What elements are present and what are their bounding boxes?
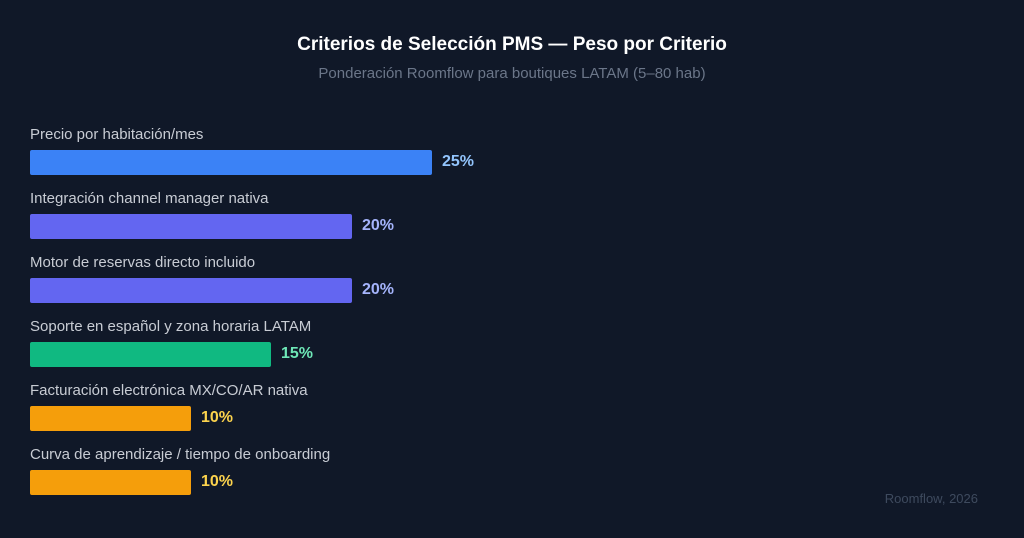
- value-label: 20%: [362, 281, 395, 298]
- bar: [30, 406, 191, 431]
- category-label: Precio por habitación/mes: [30, 126, 204, 143]
- value-label: 10%: [201, 473, 234, 490]
- bar: [30, 278, 352, 303]
- value-label: 25%: [442, 153, 475, 170]
- value-label: 15%: [281, 345, 314, 362]
- category-label: Curva de aprendizaje / tiempo de onboard…: [30, 446, 331, 463]
- category-label: Integración channel manager nativa: [30, 190, 269, 207]
- bar: [30, 150, 432, 175]
- bar: [30, 342, 271, 367]
- value-label: 10%: [201, 409, 234, 426]
- bar: [30, 470, 191, 495]
- category-label: Facturación electrónica MX/CO/AR nativa: [30, 382, 308, 399]
- category-label: Motor de reservas directo incluido: [30, 254, 256, 271]
- category-label: Soporte en español y zona horaria LATAM: [30, 318, 312, 335]
- chart-subtitle: Ponderación Roomflow para boutiques LATA…: [318, 65, 706, 82]
- source-footer: Roomflow, 2026: [884, 491, 978, 506]
- value-label: 20%: [362, 217, 395, 234]
- chart-title: Criterios de Selección PMS — Peso por Cr…: [297, 34, 727, 55]
- bar: [30, 214, 352, 239]
